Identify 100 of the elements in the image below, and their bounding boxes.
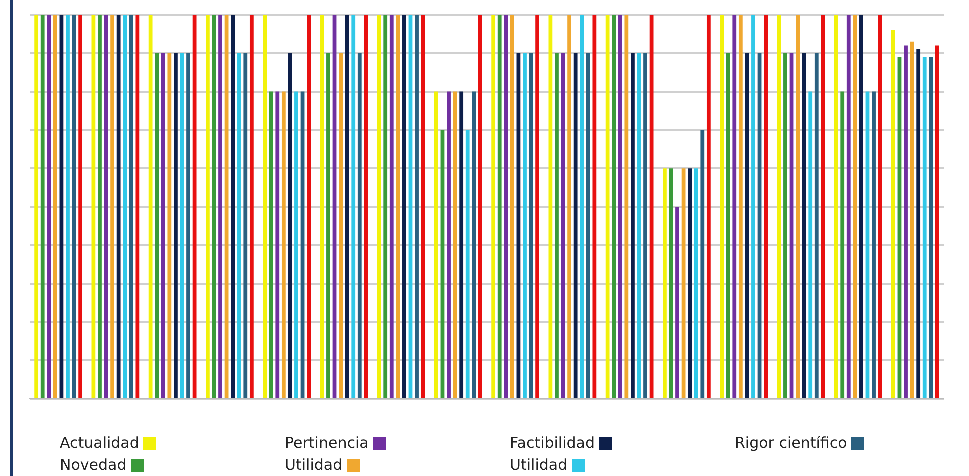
bar	[516, 53, 521, 398]
bar	[738, 15, 743, 398]
legend-label: Pertinencia	[285, 434, 369, 452]
bar	[916, 50, 921, 398]
bar	[47, 15, 52, 398]
bar	[650, 15, 654, 398]
bar	[878, 15, 882, 398]
bar	[408, 15, 413, 398]
bar	[332, 15, 337, 398]
bar	[898, 57, 902, 398]
bar	[784, 53, 788, 398]
bar	[460, 92, 464, 398]
bar	[510, 15, 514, 398]
bar	[434, 92, 438, 398]
bar	[192, 15, 197, 398]
bar	[523, 53, 527, 398]
bar	[345, 15, 350, 398]
bar	[231, 15, 236, 398]
bar	[377, 15, 382, 398]
bar	[174, 53, 178, 398]
bar	[186, 53, 190, 398]
bar	[752, 15, 756, 398]
bar	[846, 15, 851, 398]
bar	[688, 168, 692, 398]
bar	[935, 46, 940, 398]
bar	[662, 168, 667, 398]
bar	[606, 15, 610, 398]
bar	[891, 30, 896, 398]
bar	[529, 53, 534, 398]
legend-label: Rigor científico	[735, 434, 848, 452]
bar	[872, 92, 876, 398]
bar	[726, 53, 730, 398]
bar	[796, 15, 800, 398]
bar	[224, 15, 229, 398]
bar	[161, 53, 166, 398]
legend-label: Utilidad	[285, 456, 343, 474]
bar	[72, 15, 76, 398]
bar	[104, 15, 108, 398]
bar	[352, 15, 356, 398]
bar	[116, 15, 121, 398]
bar	[853, 15, 858, 398]
bar	[447, 92, 451, 398]
bar	[694, 168, 698, 398]
legend-label: Utilidad	[510, 456, 568, 474]
bar	[732, 15, 737, 398]
bar	[669, 168, 674, 398]
bar	[320, 15, 324, 398]
bar	[866, 92, 870, 398]
bar	[402, 15, 406, 398]
bar	[453, 92, 458, 398]
bar	[808, 92, 813, 398]
bar	[644, 53, 648, 398]
bar	[802, 53, 806, 398]
bar	[548, 15, 553, 398]
bar	[498, 15, 502, 398]
bar	[339, 53, 343, 398]
bar	[263, 15, 268, 398]
bar	[60, 15, 64, 398]
bar	[92, 15, 96, 398]
bar	[466, 130, 470, 398]
bar	[922, 57, 927, 398]
bar	[561, 53, 566, 398]
bar	[136, 15, 140, 398]
bar	[624, 15, 629, 398]
bar	[555, 53, 559, 398]
legend-label: Novedad	[60, 456, 127, 474]
bar	[618, 15, 622, 398]
bar	[276, 92, 280, 398]
bar	[396, 15, 400, 398]
bar	[745, 53, 750, 398]
bar	[631, 53, 635, 398]
bar	[580, 15, 584, 398]
bar	[790, 53, 794, 398]
bar	[98, 15, 102, 398]
bar	[706, 15, 711, 398]
bar	[244, 53, 248, 398]
bar	[682, 168, 686, 398]
bar	[123, 15, 128, 398]
bar	[758, 53, 762, 398]
bar	[440, 130, 445, 398]
bar	[821, 15, 826, 398]
bar	[250, 15, 254, 398]
bar	[504, 15, 508, 398]
bar	[155, 53, 160, 398]
bar	[326, 53, 330, 398]
bar	[384, 15, 388, 398]
bar	[860, 15, 864, 398]
bar	[129, 15, 134, 398]
legend-label: Actualidad	[60, 434, 140, 452]
bar	[834, 15, 838, 398]
bar	[110, 15, 114, 398]
bar	[269, 92, 274, 398]
bar	[282, 92, 286, 398]
bar	[415, 15, 419, 398]
bar	[637, 53, 642, 398]
bar	[206, 15, 210, 398]
bar	[300, 92, 305, 398]
bar	[237, 53, 242, 398]
bar	[478, 15, 482, 398]
bar	[592, 15, 597, 398]
